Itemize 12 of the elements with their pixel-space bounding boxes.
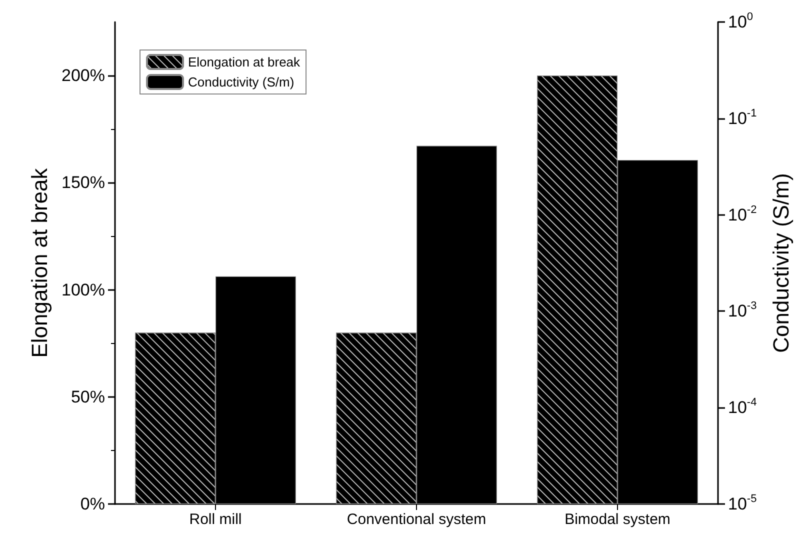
x-tick-label: Bimodal system <box>564 511 670 528</box>
y-tick-label: 100% <box>62 280 105 300</box>
x-tick-label: Conventional system <box>346 511 486 528</box>
y-tick-label: 200% <box>62 66 105 86</box>
legend-label: Conductivity (S/m) <box>188 74 294 90</box>
y-tick-label: 50% <box>70 387 105 406</box>
y-axis-title: Elongation at break <box>27 167 52 358</box>
y-tick-label: 150% <box>62 173 105 192</box>
legend-label: Elongation at break <box>188 54 301 70</box>
y2-axis-title: Conductivity (S/m) <box>768 173 794 353</box>
y-tick-label: 0% <box>80 494 105 514</box>
x-tick-label: Roll mill <box>189 511 242 528</box>
